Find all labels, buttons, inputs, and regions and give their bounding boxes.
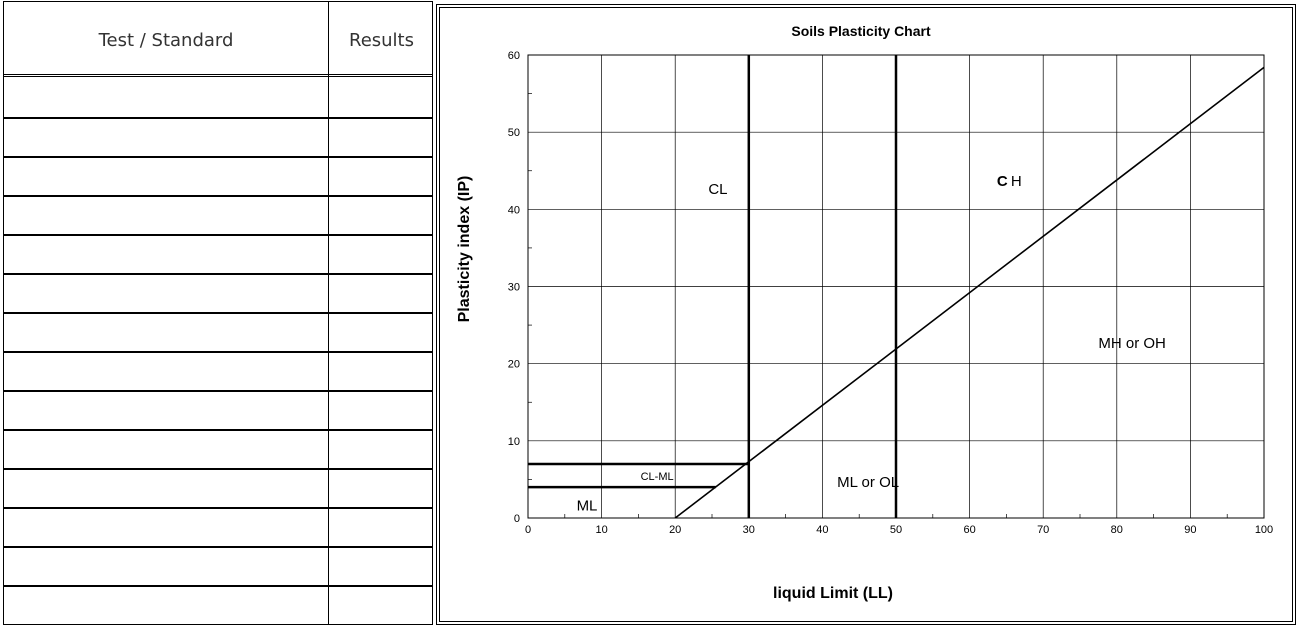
cell-test-standard[interactable] [4,431,328,468]
table-row [4,314,432,353]
cell-results[interactable] [329,119,434,156]
header-test-standard: Test / Standard [98,30,234,51]
cell-test-standard[interactable] [4,158,328,195]
cell-results[interactable] [329,353,434,390]
table-row [4,431,432,470]
header-results: Results [349,30,414,51]
zone-label: H [1011,173,1022,190]
y-tick-label: 0 [514,513,520,525]
cell-test-standard[interactable] [4,197,328,234]
table-body [4,80,432,626]
x-tick-label: 90 [1184,524,1196,536]
minor-ticks [528,93,1228,518]
x-tick-label: 0 [525,524,531,536]
cell-test-standard[interactable] [4,119,328,156]
table-row [4,275,432,314]
table-row [4,197,432,236]
y-tick-label: 20 [508,359,520,371]
y-tick-label: 40 [508,204,520,216]
x-tick-labels: 0 10 20 30 40 50 60 70 80 90 100 [525,524,1273,536]
cell-results[interactable] [329,80,434,117]
x-tick-label: 50 [890,524,902,536]
cell-results[interactable] [329,197,434,234]
cell-results[interactable] [329,509,434,546]
x-tick-label: 70 [1037,524,1049,536]
x-axis-label: liquid Limit (LL) [773,585,893,602]
table-row [4,236,432,275]
chart-title: Soils Plasticity Chart [791,23,931,39]
table-row [4,470,432,509]
a-line-path [674,66,1265,519]
cell-test-standard[interactable] [4,470,328,507]
cell-test-standard[interactable] [4,587,328,626]
cell-test-standard[interactable] [4,80,328,117]
cell-results[interactable] [329,548,434,585]
cell-results[interactable] [329,275,434,312]
x-tick-label: 60 [963,524,975,536]
table-row [4,587,432,626]
table-row [4,353,432,392]
x-tick-label: 30 [743,524,755,536]
table-header: Test / Standard Results [4,2,432,77]
a-line [674,66,1265,519]
y-tick-labels: 0 10 20 30 40 50 60 [508,50,520,525]
zone-label: CL-ML [641,471,674,483]
y-tick-label: 30 [508,282,520,294]
zone-label: ML [577,497,598,514]
cell-test-standard[interactable] [4,314,328,351]
x-tick-label: 40 [816,524,828,536]
chart-frame: Soils Plasticity Chart 0 10 20 30 40 50 60 70 80… [436,4,1296,625]
cell-results[interactable] [329,470,434,507]
cell-test-standard[interactable] [4,275,328,312]
cell-test-standard[interactable] [4,392,328,429]
table-row [4,119,432,158]
x-tick-label: 10 [595,524,607,536]
cell-test-standard[interactable] [4,509,328,546]
table-row [4,80,432,119]
zone-label: CL [708,181,727,198]
y-tick-label: 10 [508,436,520,448]
zone-label: ML or OL [837,474,899,491]
cell-results[interactable] [329,236,434,273]
table-row [4,158,432,197]
y-tick-label: 50 [508,127,520,139]
cell-results[interactable] [329,314,434,351]
results-table: Test / Standard Results [3,1,433,625]
cell-results[interactable] [329,392,434,429]
x-tick-label: 20 [669,524,681,536]
boundary-lines [528,55,898,518]
x-tick-label: 100 [1255,524,1273,536]
zone-label: MH or OH [1098,335,1166,352]
table-row [4,392,432,431]
cell-test-standard[interactable] [4,548,328,585]
cell-test-standard[interactable] [4,353,328,390]
plasticity-chart: Soils Plasticity Chart 0 10 20 30 40 50 60 70 80… [456,23,1273,602]
cell-results[interactable] [329,431,434,468]
zone-label: C [997,173,1008,190]
x-tick-label: 80 [1111,524,1123,536]
cell-results[interactable] [329,587,434,626]
cell-test-standard[interactable] [4,236,328,273]
zone-labels: CL C H MH or OH ML or OL CL-ML ML [577,173,1166,514]
chart-inner-border [439,7,1293,622]
cell-results[interactable] [329,158,434,195]
y-axis-label: Plasticity index (IP) [456,176,473,323]
y-tick-label: 60 [508,50,520,62]
table-row [4,548,432,587]
table-row [4,509,432,548]
